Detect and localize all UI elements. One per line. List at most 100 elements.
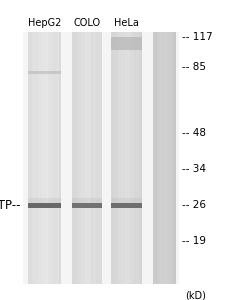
Bar — [99, 32, 100, 284]
Text: TCTP--: TCTP-- — [0, 199, 21, 212]
Bar — [87, 32, 88, 284]
Bar — [40, 32, 41, 284]
Bar — [89, 32, 90, 284]
Bar — [35, 32, 36, 284]
Bar — [45, 32, 46, 284]
Bar — [53, 32, 54, 284]
Bar — [163, 32, 164, 284]
Bar — [79, 32, 80, 284]
Bar — [168, 32, 169, 284]
Bar — [54, 32, 55, 284]
Bar — [31, 32, 32, 284]
Bar — [42, 32, 43, 284]
Bar — [77, 32, 78, 284]
Bar — [137, 32, 138, 284]
Bar — [131, 32, 132, 284]
Bar — [78, 32, 79, 284]
Bar — [41, 32, 42, 284]
Bar — [72, 32, 102, 284]
Text: -- 34: -- 34 — [182, 164, 206, 175]
Bar — [90, 32, 91, 284]
Text: -- 26: -- 26 — [182, 200, 206, 211]
Bar — [118, 32, 119, 284]
Bar — [165, 32, 166, 284]
Bar — [95, 32, 96, 284]
Bar — [32, 32, 33, 284]
Bar — [92, 32, 93, 284]
Bar — [123, 32, 124, 284]
Bar — [28, 71, 61, 74]
Bar — [136, 32, 137, 284]
Bar — [74, 32, 75, 284]
Bar — [52, 32, 53, 284]
Bar — [50, 32, 51, 284]
Bar — [28, 199, 61, 203]
Bar — [80, 32, 81, 284]
Bar — [83, 32, 84, 284]
Bar — [173, 32, 174, 284]
Bar — [154, 32, 155, 284]
Bar — [174, 32, 175, 284]
Bar — [38, 32, 39, 284]
Bar — [96, 32, 97, 284]
Bar — [37, 32, 38, 284]
Bar — [60, 32, 61, 284]
Bar — [56, 32, 57, 284]
Bar — [97, 32, 98, 284]
Bar — [82, 32, 83, 284]
Bar — [47, 32, 48, 284]
Bar — [160, 32, 161, 284]
Bar — [169, 32, 170, 284]
Bar — [57, 32, 58, 284]
Bar — [30, 32, 31, 284]
Text: HeLa: HeLa — [114, 19, 139, 28]
Bar — [115, 32, 116, 284]
Bar — [76, 32, 77, 284]
Bar — [170, 32, 171, 284]
Bar — [139, 32, 140, 284]
Bar — [133, 32, 134, 284]
Bar — [112, 32, 113, 284]
Bar — [130, 32, 131, 284]
Bar — [111, 203, 142, 208]
Bar — [93, 32, 94, 284]
Bar — [120, 32, 121, 284]
Bar — [94, 32, 95, 284]
Bar — [124, 32, 125, 284]
Bar — [28, 203, 61, 208]
Bar — [34, 32, 35, 284]
Bar — [117, 32, 118, 284]
Bar — [127, 32, 128, 284]
Bar — [91, 32, 92, 284]
Bar — [59, 32, 60, 284]
Bar — [141, 32, 142, 284]
Bar — [172, 32, 173, 284]
Bar — [159, 32, 160, 284]
Bar — [48, 32, 49, 284]
Bar — [23, 32, 179, 284]
Bar — [164, 32, 165, 284]
Bar — [158, 32, 159, 284]
Bar — [166, 32, 167, 284]
Bar — [101, 32, 102, 284]
Bar — [128, 32, 129, 284]
Bar — [81, 32, 82, 284]
Bar — [129, 32, 130, 284]
Bar — [55, 32, 56, 284]
Bar — [72, 199, 102, 203]
Bar — [86, 32, 87, 284]
Bar — [88, 32, 89, 284]
Bar — [152, 32, 153, 284]
Bar — [39, 32, 40, 284]
Bar — [111, 199, 142, 203]
Bar — [116, 32, 117, 284]
Bar — [134, 32, 135, 284]
Text: -- 85: -- 85 — [182, 62, 206, 73]
Bar — [98, 32, 99, 284]
Bar — [132, 32, 133, 284]
Bar — [161, 32, 162, 284]
Text: (kD): (kD) — [185, 291, 206, 300]
Bar — [171, 32, 172, 284]
Bar — [58, 32, 59, 284]
Text: -- 19: -- 19 — [182, 236, 206, 247]
